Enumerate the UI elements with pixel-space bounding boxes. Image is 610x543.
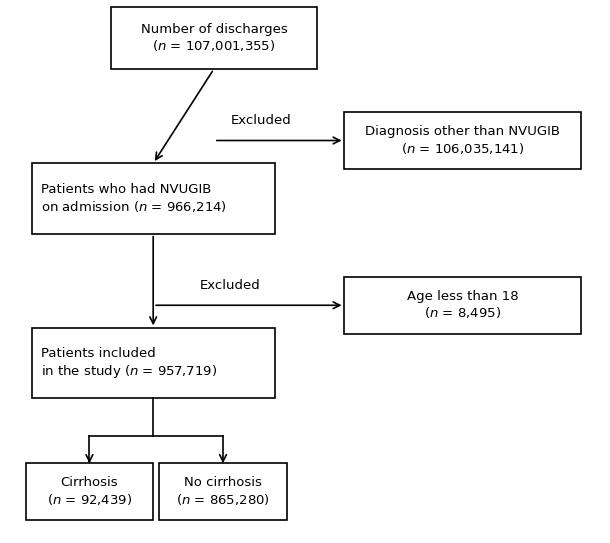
Text: Patients included
in the study ($n$ = 957,719): Patients included in the study ($n$ = 95… (41, 347, 217, 380)
FancyBboxPatch shape (345, 112, 581, 169)
Text: No cirrhosis
($n$ = 865,280): No cirrhosis ($n$ = 865,280) (176, 476, 270, 507)
FancyBboxPatch shape (32, 163, 274, 233)
Text: Number of discharges
($n$ = 107,001,355): Number of discharges ($n$ = 107,001,355) (140, 23, 287, 53)
Text: Patients who had NVUGIB
on admission ($n$ = 966,214): Patients who had NVUGIB on admission ($n… (41, 184, 227, 214)
Text: Excluded: Excluded (200, 279, 261, 292)
Text: Age less than 18
($n$ = 8,495): Age less than 18 ($n$ = 8,495) (407, 290, 518, 320)
FancyBboxPatch shape (26, 463, 153, 520)
Text: Cirrhosis
($n$ = 92,439): Cirrhosis ($n$ = 92,439) (47, 476, 132, 507)
FancyBboxPatch shape (345, 277, 581, 333)
FancyBboxPatch shape (159, 463, 287, 520)
Text: Diagnosis other than NVUGIB
($n$ = 106,035,141): Diagnosis other than NVUGIB ($n$ = 106,0… (365, 125, 561, 156)
FancyBboxPatch shape (110, 7, 317, 69)
FancyBboxPatch shape (32, 328, 274, 399)
Text: Excluded: Excluded (231, 114, 292, 127)
